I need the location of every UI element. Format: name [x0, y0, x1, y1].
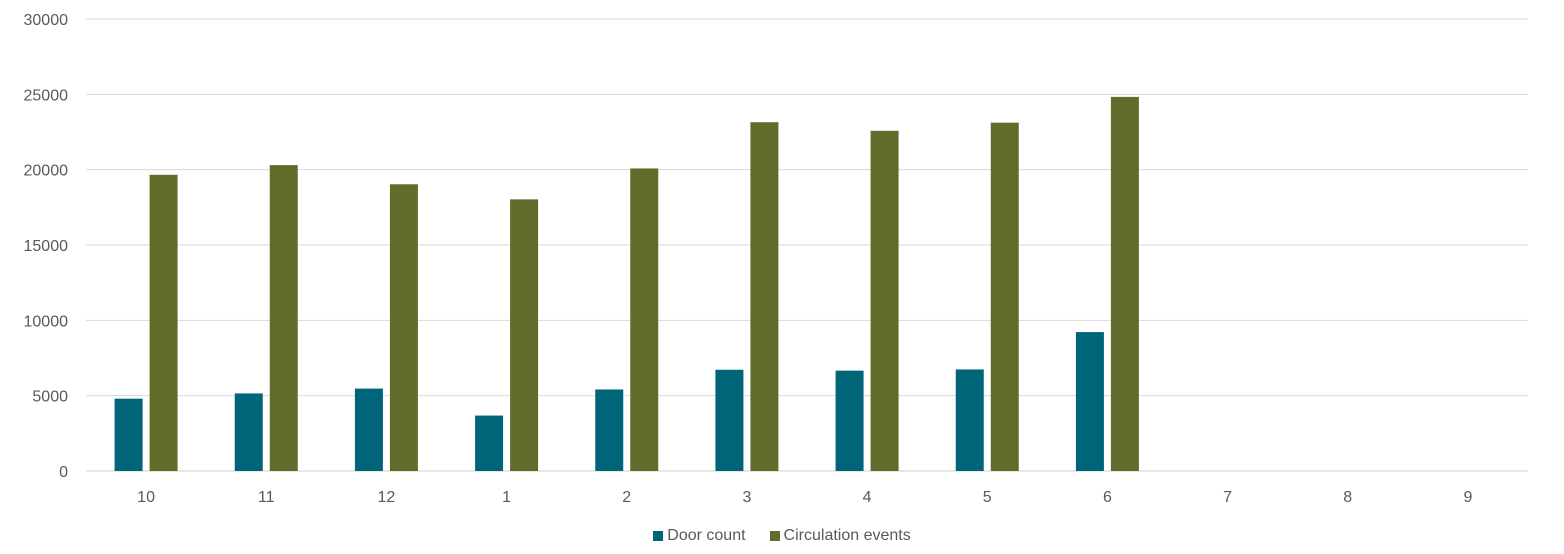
bar-door-count-10 [114, 398, 143, 471]
circulation-events-swatch [769, 531, 780, 541]
bar-circulation-events-4 [870, 130, 899, 471]
y-tick-label: 25000 [24, 87, 69, 104]
gridlines [86, 18, 1528, 472]
x-tick-label: 3 [742, 489, 751, 506]
bar-door-count-2 [595, 389, 624, 471]
bar-door-count-1 [475, 415, 504, 471]
legend-label-circulation-events: Circulation events [783, 527, 911, 544]
door-count-swatch [653, 531, 664, 541]
y-tick-label: 0 [59, 464, 68, 481]
x-tick-label: 2 [622, 489, 631, 506]
x-axis-ticks: 10 11 12 1 2 3 4 5 6 7 8 9 [137, 489, 1472, 506]
y-tick-label: 10000 [24, 313, 69, 330]
bar-door-count-11 [234, 393, 263, 471]
x-tick-label: 9 [1463, 489, 1472, 506]
bar-door-count-12 [354, 388, 383, 471]
x-tick-label: 8 [1343, 489, 1352, 506]
legend-label-door-count: Door count [667, 527, 746, 544]
x-tick-label: 5 [983, 489, 992, 506]
x-tick-label: 6 [1103, 489, 1112, 506]
legend-item-door-count[interactable]: Door count [653, 527, 746, 545]
bar-circulation-events-6 [1110, 96, 1139, 472]
bar-door-count-4 [835, 370, 864, 471]
x-tick-label: 11 [258, 489, 275, 506]
bar-circulation-events-11 [269, 165, 298, 471]
bar-circulation-events-2 [630, 168, 659, 471]
x-tick-label: 4 [863, 489, 872, 506]
bars [114, 96, 1139, 472]
x-tick-label: 7 [1223, 489, 1232, 506]
bar-circulation-events-1 [510, 199, 539, 471]
y-tick-label: 15000 [24, 238, 69, 255]
y-axis-ticks: 0 5000 10000 15000 20000 25000 30000 [24, 12, 69, 481]
y-tick-label: 20000 [24, 163, 69, 180]
bar-circulation-events-12 [389, 184, 418, 472]
bar-door-count-5 [955, 369, 984, 471]
bar-door-count-3 [715, 369, 744, 471]
bar-circulation-events-5 [990, 122, 1019, 472]
bar-circulation-events-3 [750, 122, 779, 471]
y-tick-label: 30000 [24, 12, 69, 29]
x-tick-label: 1 [502, 489, 511, 506]
legend-item-circulation-events[interactable]: Circulation events [769, 527, 911, 545]
y-tick-label: 5000 [32, 389, 68, 406]
bar-door-count-6 [1075, 332, 1104, 471]
x-tick-label: 10 [137, 489, 155, 506]
bar-circulation-events-10 [149, 174, 178, 471]
x-tick-label: 12 [378, 489, 396, 506]
legend: Door count Circulation events [0, 527, 1564, 545]
